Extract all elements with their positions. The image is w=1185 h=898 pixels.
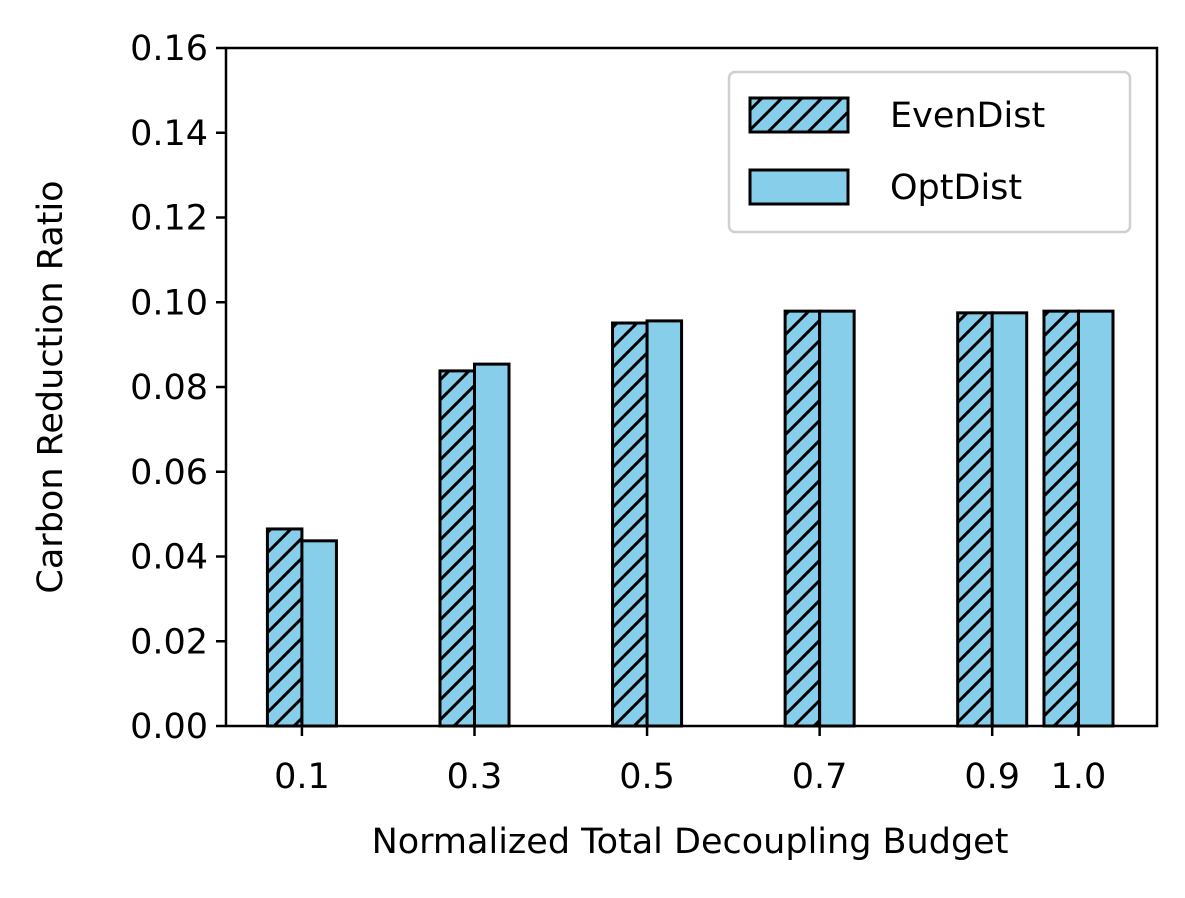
- bar: [300, 539, 338, 728]
- y-tick-label: 0.14: [130, 114, 208, 154]
- legend-swatch: [748, 168, 850, 206]
- y-tick-label: 0.04: [130, 538, 208, 578]
- y-axis-label: Carbon Reduction Ratio: [31, 180, 71, 593]
- x-axis-label: Normalized Total Decoupling Budget: [372, 822, 1009, 862]
- x-tick-label: 1.0: [1051, 757, 1107, 797]
- bar: [818, 309, 856, 728]
- legend-swatch: [748, 96, 850, 134]
- y-tick-label: 0.16: [130, 29, 208, 69]
- y-tick-label: 0.08: [130, 368, 208, 408]
- legend-label: OptDist: [890, 168, 1022, 208]
- y-tick-label: 0.06: [130, 453, 208, 493]
- y-tick-label: 0.10: [130, 283, 208, 323]
- bar: [472, 362, 511, 728]
- legend-label: EvenDist: [890, 96, 1045, 136]
- bar: [265, 527, 304, 728]
- x-tick-label: 0.3: [447, 757, 503, 797]
- bar: [611, 321, 649, 728]
- bar: [1042, 309, 1080, 728]
- bar: [783, 309, 822, 728]
- x-tick-label: 0.7: [792, 757, 848, 797]
- legend: EvenDist OptDist: [727, 70, 1132, 234]
- bar: [1076, 309, 1115, 728]
- bar: [990, 311, 1029, 728]
- bar: [956, 311, 994, 728]
- bar: [645, 319, 684, 728]
- bar: [438, 369, 476, 728]
- y-tick-label: 0.00: [130, 707, 208, 747]
- y-tick-label: 0.12: [130, 199, 208, 239]
- x-tick-label: 0.1: [274, 757, 330, 797]
- x-tick-label: 0.5: [619, 757, 675, 797]
- x-tick-label: 0.9: [964, 757, 1020, 797]
- y-tick-label: 0.02: [130, 622, 208, 662]
